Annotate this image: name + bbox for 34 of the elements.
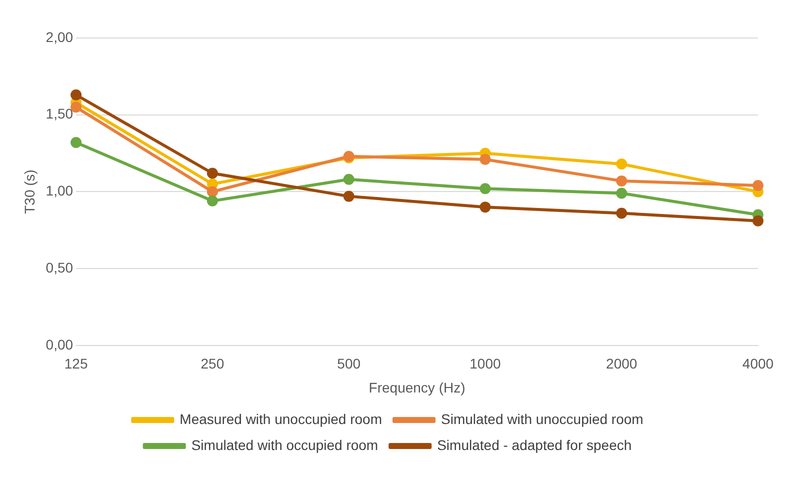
point <box>480 202 491 213</box>
legend-label: Simulated - adapted for speech <box>437 436 632 453</box>
point <box>343 174 354 185</box>
legend-label: Simulated with unoccupied room <box>441 410 644 427</box>
point <box>70 102 82 113</box>
point <box>616 188 628 199</box>
y-tick-label: 0,00 <box>46 336 74 352</box>
x-tick-label: 500 <box>337 356 361 372</box>
point <box>70 89 82 100</box>
point <box>752 180 764 192</box>
x-tick-label: 125 <box>64 356 88 372</box>
point <box>206 195 218 206</box>
point <box>206 168 218 179</box>
legend-label: Simulated with occupied room <box>191 436 378 453</box>
y-axis-title: T30 (s) <box>21 170 38 214</box>
x-tick-label: 1000 <box>470 356 501 372</box>
y-tick-label: 0,50 <box>46 259 74 276</box>
legend-label: Measured with unoccupied room <box>180 410 382 427</box>
y-tick-label: 1,00 <box>46 182 74 199</box>
x-tick-label: 250 <box>200 356 224 372</box>
point <box>70 137 82 148</box>
point <box>616 158 628 170</box>
point <box>480 183 491 194</box>
x-tick-label: 4000 <box>742 356 774 372</box>
x-tick-label: 2000 <box>606 356 638 372</box>
y-tick-label: 2,00 <box>46 28 74 45</box>
point <box>343 190 354 202</box>
point <box>480 154 491 165</box>
point <box>206 186 218 198</box>
point <box>616 175 628 186</box>
y-tick-label: 1,50 <box>46 106 74 122</box>
point <box>616 208 628 219</box>
x-axis-title: Frequency (Hz) <box>368 379 466 396</box>
point <box>752 215 764 226</box>
